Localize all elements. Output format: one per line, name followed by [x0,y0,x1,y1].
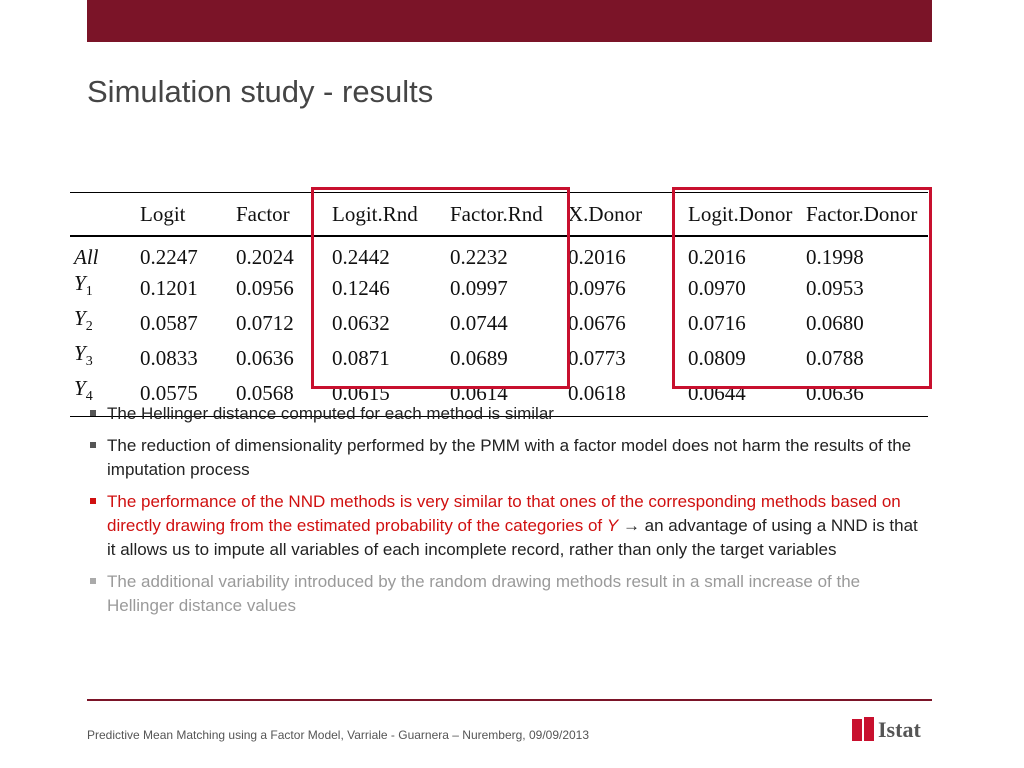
table-cell: 0.0997 [450,275,508,300]
row-label: Y4 [70,375,140,417]
logo-mark-icon [864,717,874,741]
row-label-subscript: 3 [85,354,93,369]
row-label-text: Y [74,306,86,330]
table-cell: 0.0568 [236,375,332,417]
footer-divider [87,699,932,701]
table-cell: 0.0575 [140,375,236,417]
arrow-icon: → [622,516,640,535]
row-label: All [70,236,140,270]
table-row: Y2 0.0587 0.0712 0.0632 0.0744 0.0676 0.0716 0.… [70,305,928,340]
table-cell: 0.0680 [806,310,864,335]
table-cell: 0.2024 [236,245,294,269]
results-table-container: Logit Factor Logit.Rnd Factor.Rnd X.Dono… [70,192,932,417]
results-table: Logit Factor Logit.Rnd Factor.Rnd X.Dono… [70,192,928,417]
table-cell: 0.0970 [688,275,746,300]
footer-text: Predictive Mean Matching using a Factor … [87,728,590,742]
table-body: All 0.2247 0.2024 0.2442 0.2232 0.2016 0.2016 0… [70,236,928,417]
table-cell: 0.0676 [568,310,626,335]
column-header: Factor.Rnd [450,192,568,237]
column-header: Factor [236,192,332,237]
table-cell: 0.0632 [332,310,390,335]
table-cell: 0.0788 [806,345,864,370]
logo-mark-icon [852,719,862,741]
table-cell: 0.0689 [450,345,508,370]
bullet-marker [90,578,96,584]
table-cell: 0.2442 [332,245,390,269]
table-cell: 0.0716 [688,310,746,335]
column-header: Logit [140,192,236,237]
bullet-item: The Hellinger distance computed for each… [88,402,918,426]
row-label: Y1 [70,270,140,305]
table-row: Y4 0.0575 0.0568 0.0615 0.0614 0.0618 0.0644 0.… [70,375,928,417]
table-cell: 0.1998 [806,245,864,269]
table-cell: 0.0712 [236,310,294,335]
column-header: Factor.Donor [806,192,928,237]
bullet-marker [90,442,96,448]
table-cell: 0.2247 [140,245,198,269]
bullet-text-continuation: an advantage of using a NND is that it a… [107,516,918,559]
table-cell: 0.0614 [450,375,568,417]
table-cell: 0.0953 [806,275,864,300]
column-header: Logit.Donor [688,192,806,237]
table-header-row: Logit Factor Logit.Rnd Factor.Rnd X.Dono… [70,192,928,237]
slide-title: Simulation study - results [87,74,434,109]
table-cell: 0.2016 [688,245,746,269]
bullet-item: The reduction of dimensionality performe… [88,434,918,482]
row-label-subscript: 4 [85,389,93,404]
variable-y: Y [606,516,619,535]
table-cell: 0.0744 [450,310,508,335]
table-row: All 0.2247 0.2024 0.2442 0.2232 0.2016 0.2016 0… [70,236,928,270]
table-row: Y1 0.1201 0.0956 0.1246 0.0997 0.0976 0.0970 0.… [70,270,928,305]
table-cell: 0.0636 [236,345,294,370]
table-cell: 0.0618 [568,375,688,417]
bullet-text: The Hellinger distance computed for each… [107,404,554,423]
bullet-item: The additional variability introduced by… [88,570,918,618]
highlight-box-rnd [311,187,570,389]
table-cell: 0.0587 [140,310,198,335]
table-cell: 0.1246 [332,275,390,300]
row-label-text: Y [74,341,86,365]
logo-text: Istat [878,717,921,742]
row-label: Y2 [70,305,140,340]
top-banner [87,0,932,42]
row-label-text: Y [74,376,86,400]
table-cell: 0.0636 [806,375,928,417]
bullet-text: The reduction of dimensionality performe… [107,436,912,479]
table-cell: 0.0976 [568,275,626,300]
column-header: Logit.Rnd [332,192,450,237]
table-row: Y3 0.0833 0.0636 0.0871 0.0689 0.0773 0.0809 0.… [70,340,928,375]
table-cell: 0.0833 [140,345,198,370]
table-cell: 0.1201 [140,275,198,300]
table-cell: 0.2016 [568,245,626,269]
row-label-subscript: 1 [85,284,93,299]
table-cell: 0.0773 [568,345,626,370]
table-cell: 0.2232 [450,245,508,269]
highlight-box-donor [672,187,932,389]
row-label-text: Y [74,271,86,295]
istat-logo: Istat [852,717,934,743]
table-cell: 0.0809 [688,345,746,370]
column-header [70,192,140,237]
row-label-text: All [74,245,99,269]
bullet-item: The performance of the NND methods is ve… [88,490,918,562]
row-label: Y3 [70,340,140,375]
table-cell: 0.0871 [332,345,390,370]
bullet-text: The performance of the NND methods is ve… [107,492,901,535]
row-label-subscript: 2 [85,319,93,334]
bullet-marker [90,410,96,416]
table-cell: 0.0615 [332,375,450,417]
column-header: X.Donor [568,192,688,237]
bullet-text: The additional variability introduced by… [107,572,861,615]
bullet-list: The Hellinger distance computed for each… [88,402,918,626]
bullet-marker [90,498,96,504]
table-cell: 0.0644 [688,375,806,417]
table-cell: 0.0956 [236,275,294,300]
